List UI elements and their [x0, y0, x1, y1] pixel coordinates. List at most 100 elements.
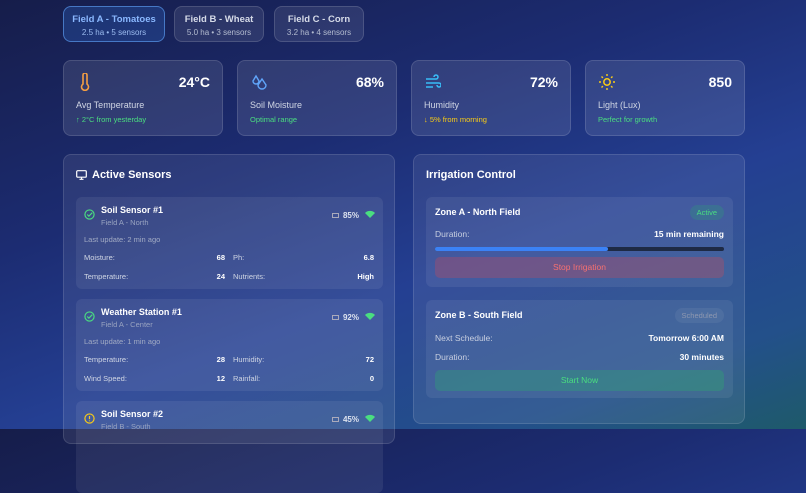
- battery-value: 85%: [342, 211, 359, 220]
- sensor-card[interactable]: Soil Sensor #2 Field B - South 45%: [76, 401, 383, 493]
- field-tab-title: Field B - Wheat: [184, 14, 254, 25]
- battery-level: 85%: [331, 211, 359, 220]
- reading: Rainfall: 0: [233, 374, 374, 383]
- check-circle-icon: [84, 209, 95, 220]
- wifi-icon: [365, 414, 375, 422]
- sensor-location: Field B - South: [101, 422, 151, 431]
- stat-card-humidity: 72% Humidity ↓ 5% from morning: [411, 60, 571, 136]
- duration-row: Duration: 30 minutes: [435, 352, 724, 362]
- next-schedule-row: Next Schedule: Tomorrow 6:00 AM: [435, 333, 724, 343]
- reading-label: Humidity:: [233, 355, 265, 364]
- reading-value: 72: [365, 355, 374, 364]
- reading-label: Rainfall:: [233, 374, 261, 383]
- reading-label: Nutrients:: [233, 272, 266, 281]
- active-sensors-panel: Active Sensors Soil Sensor #1 Field A - …: [63, 154, 395, 493]
- stat-note: ↑ 2°C from yesterday: [76, 115, 147, 124]
- irrigation-control-panel: Irrigation Control Zone A - North Field …: [413, 154, 745, 424]
- reading-value: 68: [216, 253, 225, 262]
- battery-icon: [331, 417, 339, 422]
- battery-level: 92%: [331, 313, 359, 322]
- sensor-location: Field A - North: [101, 218, 149, 227]
- field-tab-sub: 2.5 ha • 5 sensors: [81, 28, 147, 37]
- reading-value: 28: [216, 355, 225, 364]
- reading-value: 24: [216, 272, 225, 281]
- field-tab-sub: 5.0 ha • 3 sensors: [186, 28, 252, 37]
- panel-title: Irrigation Control: [426, 169, 516, 181]
- sensor-name: Soil Sensor #2: [101, 409, 164, 419]
- battery-icon: [331, 315, 339, 320]
- monitor-icon: [76, 170, 87, 180]
- battery-level: 45%: [331, 415, 359, 424]
- wifi-icon: [365, 312, 375, 320]
- sensor-card[interactable]: Weather Station #1 Field A - Center 92% …: [76, 299, 383, 391]
- stat-note: Perfect for growth: [598, 115, 658, 124]
- panel-title-text: Active Sensors: [92, 169, 172, 181]
- reading: Wind Speed: 12: [84, 374, 225, 383]
- reading: Moisture: 68: [84, 253, 225, 262]
- reading: Humidity: 72: [233, 355, 374, 364]
- stat-value: 68%: [355, 74, 384, 90]
- start-now-button[interactable]: Start Now: [435, 370, 724, 391]
- stat-note: ↓ 5% from morning: [424, 115, 487, 124]
- wind-icon: [426, 74, 441, 88]
- reading-value: 0: [369, 374, 374, 383]
- stat-card-light: 850 Light (Lux) Perfect for growth: [585, 60, 745, 136]
- stat-value: 24°C: [178, 74, 210, 90]
- stat-label: Light (Lux): [598, 100, 641, 110]
- zone-card-b: Zone B - South Field Scheduled Next Sche…: [426, 300, 733, 398]
- wifi-icon: [365, 210, 375, 218]
- sensor-name: Weather Station #1: [101, 307, 182, 317]
- next-schedule-value: Tomorrow 6:00 AM: [648, 333, 724, 343]
- reading: Temperature: 28: [84, 355, 225, 364]
- stat-card-temperature: 24°C Avg Temperature ↑ 2°C from yesterda…: [63, 60, 223, 136]
- progress-bar: [435, 247, 724, 251]
- field-tab-title: Field A - Tomatoes: [72, 14, 156, 25]
- stat-card-moisture: 68% Soil Moisture Optimal range: [237, 60, 397, 136]
- reading-value: High: [357, 272, 374, 281]
- sensor-name: Soil Sensor #1: [101, 205, 164, 215]
- stat-label: Soil Moisture: [250, 100, 303, 110]
- battery-value: 92%: [342, 313, 359, 322]
- field-tab-title: Field C - Corn: [287, 14, 351, 25]
- stop-irrigation-button[interactable]: Stop Irrigation: [435, 257, 724, 278]
- check-circle-icon: [84, 311, 95, 322]
- sun-icon: [599, 74, 615, 90]
- status-badge: Active: [689, 205, 724, 220]
- stat-label: Avg Temperature: [76, 100, 145, 110]
- field-tab-b[interactable]: Field B - Wheat 5.0 ha • 3 sensors: [174, 6, 264, 42]
- battery-icon: [331, 213, 339, 218]
- last-update: Last update: 2 min ago: [84, 235, 161, 244]
- duration-value: 15 min remaining: [654, 229, 724, 239]
- progress-fill: [435, 247, 609, 251]
- reading-value: 6.8: [363, 253, 374, 262]
- reading-label: Wind Speed:: [84, 374, 127, 383]
- status-badge: Scheduled: [674, 308, 724, 323]
- next-schedule-label: Next Schedule:: [435, 333, 493, 343]
- zone-name: Zone A - North Field: [435, 207, 521, 217]
- duration-label: Duration:: [435, 352, 470, 362]
- stat-value: 850: [708, 74, 732, 90]
- field-tab-sub: 3.2 ha • 4 sensors: [286, 28, 352, 37]
- battery-value: 45%: [342, 415, 359, 424]
- duration-value: 30 minutes: [679, 352, 724, 362]
- sensor-location: Field A - Center: [101, 320, 153, 329]
- reading: Ph: 6.8: [233, 253, 374, 262]
- reading: Nutrients: High: [233, 272, 374, 281]
- zone-card-a: Zone A - North Field Active Duration: 15 …: [426, 197, 733, 287]
- stat-label: Humidity: [424, 100, 460, 110]
- reading-value: 12: [216, 374, 225, 383]
- reading-label: Temperature:: [84, 272, 129, 281]
- stat-note: Optimal range: [250, 115, 298, 124]
- field-tab-a[interactable]: Field A - Tomatoes 2.5 ha • 5 sensors: [63, 6, 165, 42]
- stat-value: 72%: [529, 74, 558, 90]
- panel-title: Active Sensors: [76, 169, 171, 181]
- warning-circle-icon: [84, 413, 95, 424]
- sensor-card[interactable]: Soil Sensor #1 Field A - North 85% Last …: [76, 197, 383, 289]
- reading-label: Temperature:: [84, 355, 129, 364]
- droplets-icon: [252, 74, 267, 90]
- reading-label: Moisture:: [84, 253, 115, 262]
- last-update: Last update: 1 min ago: [84, 337, 161, 346]
- duration-row: Duration: 15 min remaining: [435, 229, 724, 239]
- reading-label: Ph:: [233, 253, 245, 262]
- field-tab-c[interactable]: Field C - Corn 3.2 ha • 4 sensors: [274, 6, 364, 42]
